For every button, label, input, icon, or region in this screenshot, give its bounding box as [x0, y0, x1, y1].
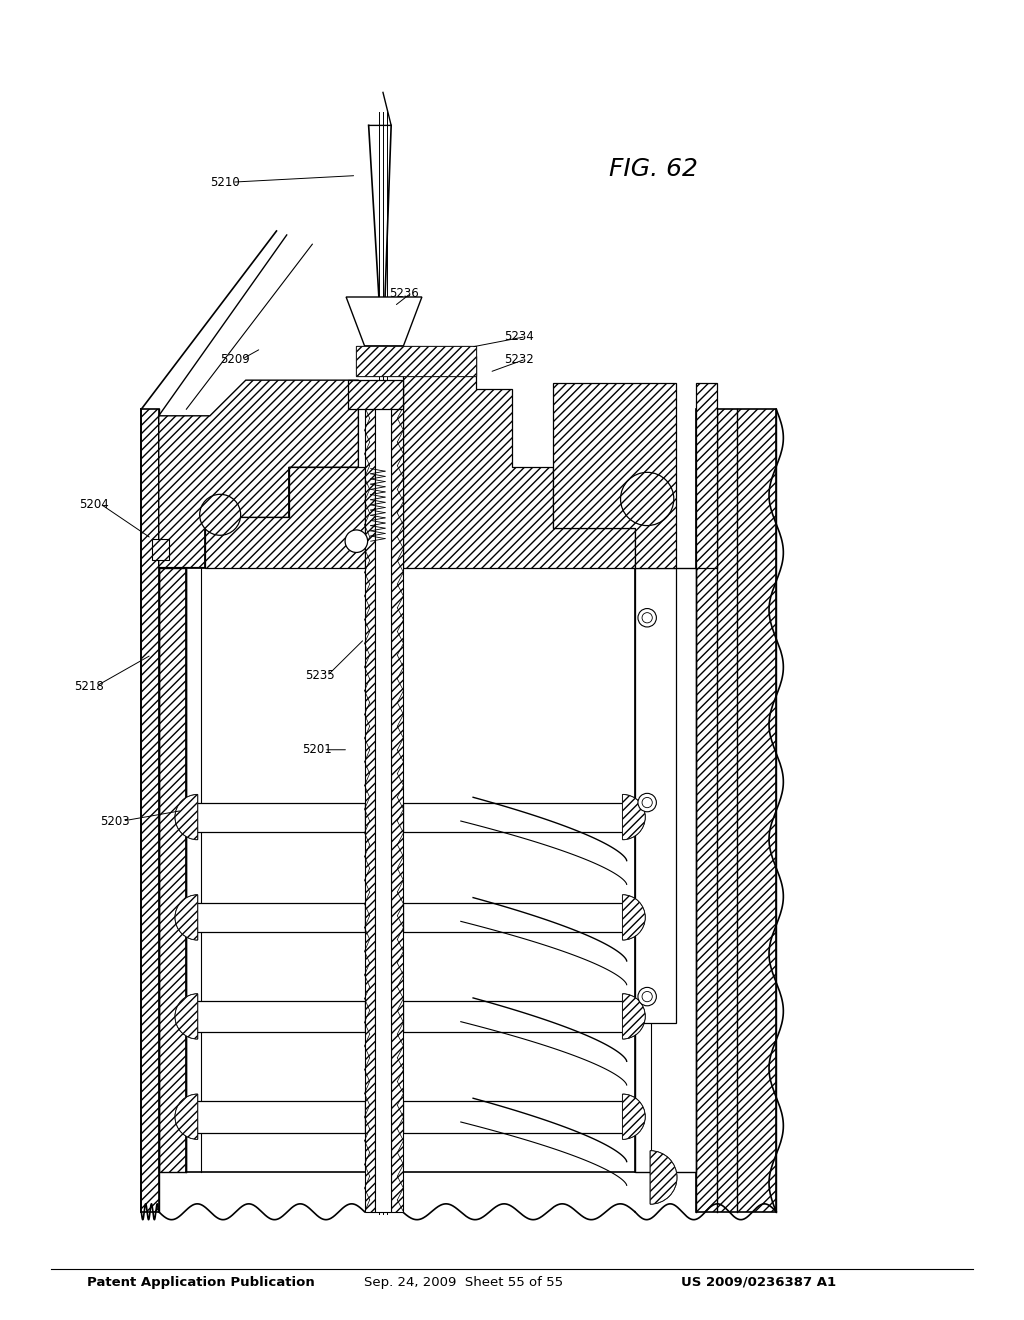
Wedge shape [175, 1094, 198, 1139]
Text: 5210: 5210 [210, 176, 240, 189]
Circle shape [642, 991, 652, 1002]
Text: 5209: 5209 [220, 352, 250, 366]
Polygon shape [186, 903, 365, 932]
Polygon shape [152, 539, 169, 560]
Text: Sep. 24, 2009  Sheet 55 of 55: Sep. 24, 2009 Sheet 55 of 55 [364, 1276, 562, 1288]
Polygon shape [696, 409, 776, 1212]
Polygon shape [141, 409, 159, 1212]
Polygon shape [346, 297, 422, 346]
Wedge shape [175, 895, 198, 940]
Text: 5203: 5203 [100, 814, 130, 828]
Polygon shape [403, 1001, 635, 1032]
Polygon shape [403, 803, 635, 832]
Polygon shape [348, 380, 403, 409]
Circle shape [621, 473, 674, 525]
Polygon shape [356, 346, 476, 376]
Wedge shape [175, 994, 198, 1039]
Polygon shape [403, 903, 635, 932]
Text: 5236: 5236 [389, 286, 419, 300]
Polygon shape [356, 346, 476, 376]
Text: FIG. 62: FIG. 62 [609, 157, 698, 181]
Polygon shape [375, 383, 391, 1212]
Polygon shape [186, 803, 365, 832]
Polygon shape [365, 383, 375, 1212]
Wedge shape [623, 895, 645, 940]
Polygon shape [403, 1101, 635, 1133]
Text: 5234: 5234 [504, 330, 534, 343]
Polygon shape [391, 383, 403, 1212]
Polygon shape [205, 467, 365, 568]
Circle shape [638, 793, 656, 812]
Circle shape [345, 529, 368, 553]
Wedge shape [650, 1151, 677, 1204]
Text: 5235: 5235 [305, 669, 335, 682]
Text: 5201: 5201 [302, 743, 332, 756]
Wedge shape [175, 994, 198, 1039]
Circle shape [642, 797, 652, 808]
Circle shape [638, 987, 656, 1006]
Polygon shape [186, 1001, 365, 1032]
Polygon shape [403, 356, 635, 568]
Polygon shape [553, 383, 676, 568]
Polygon shape [186, 1101, 365, 1133]
Text: US 2009/0236387 A1: US 2009/0236387 A1 [681, 1276, 836, 1288]
Polygon shape [159, 568, 186, 1172]
Circle shape [200, 494, 241, 536]
Polygon shape [635, 568, 676, 1023]
Wedge shape [175, 895, 198, 940]
Wedge shape [623, 1094, 645, 1139]
Wedge shape [175, 1094, 198, 1139]
Wedge shape [175, 795, 198, 840]
Text: 5232: 5232 [504, 352, 534, 366]
Wedge shape [623, 1094, 645, 1139]
Wedge shape [623, 795, 645, 840]
Text: 5218: 5218 [74, 680, 103, 693]
Wedge shape [623, 795, 645, 840]
Polygon shape [635, 568, 696, 1172]
Wedge shape [623, 895, 645, 940]
Polygon shape [696, 383, 717, 568]
Polygon shape [159, 380, 358, 568]
Text: Patent Application Publication: Patent Application Publication [87, 1276, 314, 1288]
Wedge shape [623, 994, 645, 1039]
Wedge shape [650, 1151, 677, 1204]
Circle shape [642, 612, 652, 623]
Text: 5204: 5204 [79, 498, 109, 511]
Wedge shape [175, 795, 198, 840]
Circle shape [638, 609, 656, 627]
Wedge shape [623, 994, 645, 1039]
